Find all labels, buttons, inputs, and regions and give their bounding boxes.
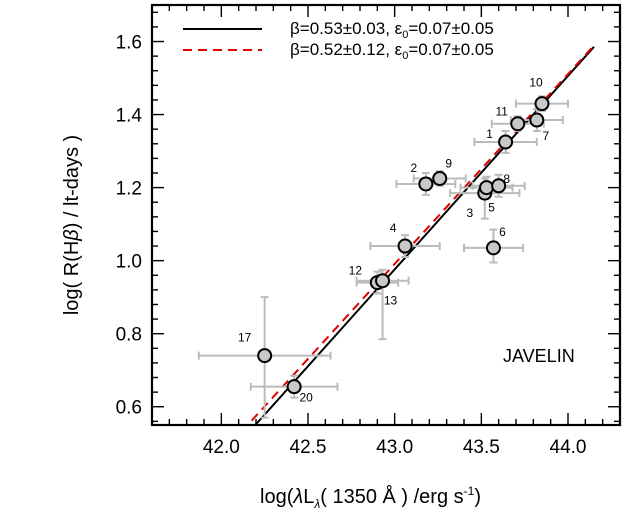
legend-entry-1: β=0.53±0.03, ε0=0.07±0.05 [290,19,494,41]
point-label: 3 [466,206,473,220]
data-point [529,112,545,128]
point-label: 1 [486,127,493,141]
data-point [432,170,448,186]
y-tick-labels: 0.6 0.8 1.0 1.2 1.4 1.6 [116,33,143,419]
point-label: 7 [542,129,549,143]
x-tick-label: 42.0 [203,437,240,458]
data-point [491,178,507,194]
data-point [510,116,526,132]
data-point [498,134,514,150]
point-label: 12 [349,264,363,278]
point-label: 9 [445,156,452,170]
y-tick-label: 0.6 [116,398,142,419]
point-label: 17 [238,331,252,345]
annotation-label: JAVELIN [503,346,575,366]
y-tick-label: 0.8 [116,325,142,346]
point-label: 6 [499,225,506,239]
x-tick-label: 44.0 [550,437,587,458]
point-label: 5 [488,201,495,215]
x-tick-labels: 42.0 42.5 43.0 43.5 44.0 [203,437,587,458]
data-point [286,379,302,395]
data-point [397,238,413,254]
data-point [375,273,391,289]
data-markers [257,96,550,395]
y-tick-label: 1.0 [116,252,142,273]
point-label: 20 [299,391,313,405]
point-label: 13 [384,294,398,308]
point-label: 4 [390,221,397,235]
x-tick-label: 43.0 [376,437,413,458]
y-tick-label: 1.2 [116,179,142,200]
data-point [485,240,501,256]
point-label: 10 [529,76,543,90]
data-point [479,180,495,196]
axis-ticks [151,5,621,425]
legend: β=0.53±0.03, ε0=0.07±0.05 β=0.52±0.12, ε… [183,19,494,62]
y-tick-label: 1.6 [116,33,142,54]
y-axis-title: log( R(Hβ) / lt-days ) [61,135,83,315]
point-label: 11 [495,105,508,119]
data-point [418,176,434,192]
point-label: 2 [411,161,418,175]
x-axis-title: log(λLλ( 1350 Å ) /erg s-1) [260,484,481,511]
y-tick-label: 1.4 [116,106,143,127]
x-tick-label: 42.5 [290,437,327,458]
x-tick-label: 43.5 [463,437,500,458]
data-point [257,348,273,364]
plot-frame [150,3,622,427]
data-point [534,96,550,112]
legend-entry-2: β=0.52±0.12, ε0=0.07±0.05 [290,40,494,62]
point-label: 8 [503,172,510,186]
